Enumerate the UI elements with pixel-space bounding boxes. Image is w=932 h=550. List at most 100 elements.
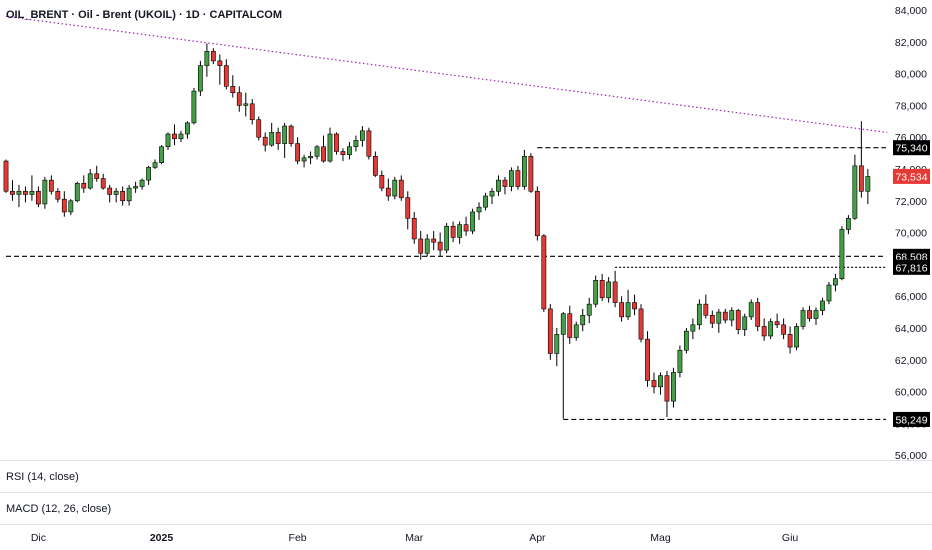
level-tag-text: 75,340	[895, 143, 927, 155]
candle-body-down	[81, 183, 87, 189]
candle	[845, 215, 851, 235]
candle-body-down	[55, 190, 61, 200]
candle-body-down	[230, 86, 236, 93]
candle-body-down	[61, 198, 67, 213]
candle-body-down	[366, 130, 372, 157]
candle-body-down	[262, 136, 268, 146]
candle	[133, 181, 138, 193]
price-axis[interactable]: 84,00082,00080,00078,00076,00074,00072,0…	[895, 5, 927, 462]
candle-body-down	[3, 160, 9, 192]
macd-pane-label[interactable]: MACD (12, 26, close)	[6, 503, 112, 515]
candle	[593, 275, 599, 308]
candle	[74, 181, 80, 203]
candle	[690, 318, 696, 340]
candle	[450, 221, 456, 243]
level-tag: 58,249	[893, 411, 930, 427]
candle-body-down	[372, 155, 378, 176]
candle-body-down	[288, 125, 294, 144]
candle	[431, 231, 437, 251]
candle	[340, 148, 346, 162]
candle-body-up	[126, 187, 132, 202]
x-tick-label: Mar	[405, 532, 424, 544]
candle	[87, 169, 93, 190]
candle-body-down	[807, 310, 812, 319]
candle-body-up	[353, 140, 359, 148]
candle-body-down	[172, 133, 177, 140]
candle-body-down	[612, 281, 618, 303]
candle-body-up	[677, 349, 683, 373]
x-tick-label: Apr	[529, 532, 546, 544]
candle-body-down	[638, 308, 644, 340]
y-tick-label: 60,000	[895, 387, 927, 399]
candle	[185, 121, 190, 139]
candle-body-down	[703, 303, 709, 316]
candle	[16, 184, 22, 208]
candle-body-down	[321, 146, 326, 162]
candle	[275, 127, 281, 150]
candle-body-down	[528, 155, 534, 192]
rsi-pane-label[interactable]: RSI (14, close)	[6, 471, 79, 483]
candle	[554, 328, 560, 367]
candle	[347, 141, 352, 160]
x-tick-label: Feb	[289, 532, 307, 544]
candle	[768, 318, 774, 340]
candle	[606, 277, 612, 303]
candle-body-up	[852, 165, 858, 219]
level-tag: 75,340	[893, 140, 930, 156]
time-axis[interactable]: Dic 2025 Feb Mar Apr Mag Giu	[31, 532, 799, 544]
candle	[781, 318, 786, 340]
candle	[210, 48, 216, 65]
x-tick-label: Mag	[650, 532, 671, 544]
candle-body-up	[457, 224, 462, 238]
candle	[541, 234, 547, 313]
candle	[865, 169, 871, 204]
candlestick-series	[3, 43, 871, 419]
candle-body-up	[327, 133, 333, 162]
y-tick-label: 80,000	[895, 69, 927, 81]
candle	[839, 226, 845, 281]
candle-body-down	[632, 302, 637, 310]
trendline[interactable]	[5, 15, 888, 134]
level-tag-bg	[893, 140, 930, 156]
candle	[502, 176, 508, 195]
candle-body-down	[735, 310, 741, 330]
candle	[515, 165, 521, 190]
candle	[599, 273, 605, 301]
candle	[470, 208, 475, 235]
candle	[198, 60, 203, 96]
candle	[820, 297, 825, 316]
candle	[709, 310, 715, 328]
candle-body-down	[502, 179, 508, 187]
candle	[813, 307, 819, 325]
candle	[424, 234, 430, 257]
candle	[547, 304, 553, 360]
candle	[638, 304, 644, 343]
candle	[113, 188, 119, 203]
candle	[787, 326, 793, 354]
candle	[586, 297, 592, 324]
level-tag-bg	[893, 259, 930, 275]
candle	[249, 99, 255, 125]
candle	[405, 191, 411, 230]
y-tick-label: 62,000	[895, 355, 927, 367]
candle	[269, 122, 275, 147]
candle-body-down	[709, 314, 715, 324]
candle-body-down	[411, 217, 417, 240]
candle-body-up	[347, 146, 352, 155]
y-tick-label: 84,000	[895, 5, 927, 17]
candle-body-down	[94, 173, 100, 179]
candle-body-down	[379, 175, 385, 189]
candle	[729, 307, 735, 327]
candle-body-up	[826, 284, 832, 302]
candle	[120, 186, 126, 206]
candle	[833, 273, 838, 292]
candle-body-up	[845, 217, 851, 230]
candle-body-up	[483, 195, 488, 208]
candle	[372, 151, 378, 177]
candle	[146, 165, 151, 185]
horizontal-levels[interactable]	[6, 147, 886, 420]
candle	[632, 294, 637, 316]
candle-body-down	[547, 308, 553, 354]
candle-body-up	[29, 190, 35, 195]
